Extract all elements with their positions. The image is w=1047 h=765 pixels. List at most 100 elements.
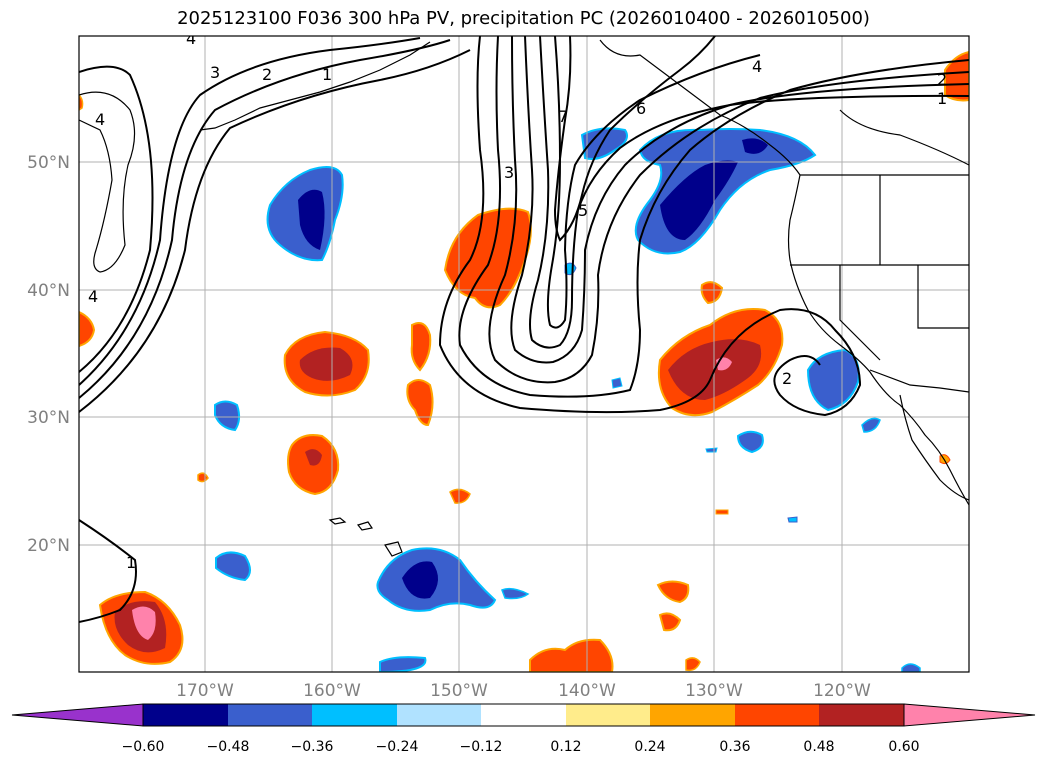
coast-aleutian-chain	[199, 41, 431, 131]
precip-blob-neg-socal	[806, 348, 860, 412]
colorbar-tick-7: 0.24	[634, 739, 665, 755]
map-title: 2025123100 F036 300 hPa PV, precipitatio…	[177, 8, 870, 29]
lon-label-120w: 120°W	[813, 681, 871, 701]
colorbar-tick-1: −0.60	[122, 739, 165, 755]
lat-label-50n: 50°N	[27, 153, 70, 173]
coast-alaska-aleutians	[79, 91, 136, 273]
lat-label-30n: 30°N	[27, 408, 70, 428]
pv-ridge-1	[438, 36, 862, 417]
pv-ridge-2	[458, 36, 969, 398]
coastlines	[79, 39, 969, 557]
precip-blob-pos-bottom-2	[656, 580, 690, 604]
pv-label-11: 4	[752, 57, 762, 76]
precip-blob-pos-bottom-4	[685, 657, 701, 672]
colorbar-tick-4: −0.24	[376, 739, 419, 755]
precip-blob-neg-small-7	[215, 551, 251, 582]
colorbar-segment-6	[566, 704, 650, 726]
border-states-3	[839, 265, 881, 361]
precip-blob-pos-east-small	[700, 281, 724, 305]
coast-hawaii-2	[356, 521, 373, 531]
pv-label-15: 1	[126, 553, 136, 572]
lon-label-170w: 170°W	[176, 681, 234, 701]
pv-ridge-5	[529, 36, 969, 349]
precip-blob-neg-small-6	[501, 587, 530, 600]
border-us-mexico	[869, 369, 969, 393]
pv-label-14: 2	[782, 369, 792, 388]
pv-label-7: 3	[504, 163, 514, 182]
colorbar-tick-5: −0.12	[460, 739, 503, 755]
pv-label-12: 2	[937, 70, 947, 89]
colorbar-segment-4	[397, 704, 481, 726]
border-states-4	[917, 265, 969, 329]
colorbar-segment-2	[228, 704, 312, 726]
colorbar-extend-low	[11, 703, 144, 727]
coast-alaska-gulf	[599, 39, 969, 506]
precip-blob-pos-bottom	[529, 638, 614, 672]
lon-label-140w: 140°W	[558, 681, 616, 701]
precip-blob-pos-tiny-3	[715, 509, 729, 515]
precip-blob-neg-small-3	[611, 377, 623, 389]
pv-contour-w3	[79, 39, 451, 399]
pv-label-1: 4	[186, 29, 196, 48]
pv-label-6: 4	[88, 287, 98, 306]
pv-label-9: 5	[578, 201, 588, 220]
pv-ridge-6	[546, 36, 761, 329]
pv-label-3: 2	[262, 65, 272, 84]
pv-contour-w2	[79, 37, 421, 386]
pv-label-10: 6	[636, 99, 646, 118]
colorbar-tick-9: 0.48	[803, 739, 834, 755]
colorbar-segment-3	[312, 704, 397, 726]
pv-ridge-7	[553, 36, 716, 242]
pv-label-5: 4	[95, 110, 105, 129]
precip-blob-neg-small-1	[214, 400, 241, 432]
colorbar-segment-7	[650, 704, 735, 726]
precip-core-pos-west	[299, 347, 353, 381]
precip-core-neg-ne	[660, 160, 738, 240]
precip-blob-pos-small-2	[406, 379, 434, 427]
pv-contour-sw	[79, 519, 137, 623]
graticule	[79, 36, 969, 672]
border-states-5	[839, 109, 969, 166]
lon-label-160w: 160°W	[303, 681, 361, 701]
pv-label-4: 1	[322, 65, 332, 84]
pv-label-2: 3	[210, 63, 220, 82]
precip-core-neg-hawaii	[402, 561, 439, 599]
precip-blob-neg-bottom-right	[901, 663, 921, 672]
precip-blob-neg-small-5	[787, 516, 798, 523]
coast-hawaii-3	[384, 541, 403, 557]
precip-blob-pos-small-1	[410, 322, 432, 372]
colorbar-tick-8: 0.36	[719, 739, 750, 755]
precip-core-pos-mid	[305, 449, 322, 466]
map-frame	[78, 35, 970, 673]
colorbar-tick-10: 0.60	[888, 739, 919, 755]
lat-label-40n: 40°N	[27, 281, 70, 301]
coast-hawaii-1	[328, 517, 347, 525]
precip-blob-neg-small-socal	[861, 417, 881, 433]
colorbar-extend-high	[903, 703, 1036, 727]
lon-axis: 170°W 160°W 150°W 140°W 130°W 120°W	[176, 681, 871, 701]
colorbar-tick-2: −0.48	[207, 739, 250, 755]
map-area: 4 3 2 1 4 4 3 7 5 6 4 2 1 2 1	[79, 29, 969, 672]
precip-core-pos-sw-pink	[132, 606, 156, 640]
colorbar-segment-8	[735, 704, 819, 726]
colorbar-tick-3: −0.36	[291, 739, 334, 755]
colorbar-segment-9	[819, 704, 904, 726]
pv-label-8: 7	[558, 107, 568, 126]
lon-label-150w: 150°W	[430, 681, 488, 701]
colorbar-frame	[142, 703, 905, 727]
colorbar-segment-5	[481, 704, 566, 726]
precip-blob-west-edge-2	[79, 93, 84, 111]
pv-contour-w1	[79, 65, 154, 373]
colorbar-segment-1	[143, 704, 228, 726]
precip-blob-pos-bottom-3	[658, 612, 682, 632]
pv-contour-labels: 4 3 2 1 4 4 3 7 5 6 4 2 1 2 1	[88, 29, 947, 572]
precip-blob-neg-small-4	[705, 447, 718, 453]
precip-blob-neg-small-2	[736, 430, 764, 454]
precip-blob-west-edge-1	[79, 310, 96, 348]
lat-axis: 50°N 40°N 30°N 20°N	[27, 153, 70, 556]
colorbar: −0.60 −0.48 −0.36 −0.24 −0.12 0.12 0.24 …	[11, 703, 1036, 755]
pv-contour-w4	[79, 49, 471, 413]
lat-label-20n: 20°N	[27, 536, 70, 556]
pv-contours	[79, 36, 969, 623]
